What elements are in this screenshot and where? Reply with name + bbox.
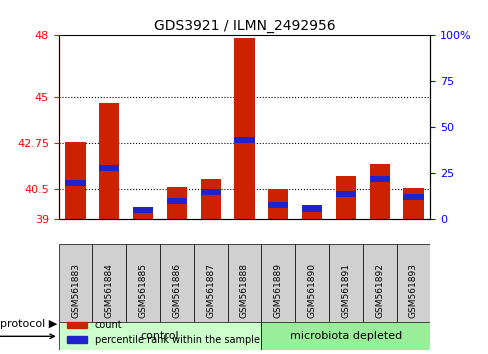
Text: GSM561885: GSM561885 bbox=[139, 263, 147, 318]
Bar bbox=[200, 189, 221, 195]
Bar bbox=[99, 165, 119, 171]
Bar bbox=[133, 212, 153, 219]
Bar bbox=[160, 244, 193, 322]
Text: GSM561893: GSM561893 bbox=[408, 263, 417, 318]
Bar bbox=[261, 244, 295, 322]
Bar bbox=[369, 176, 389, 182]
Bar bbox=[396, 244, 429, 322]
Legend: count, percentile rank within the sample: count, percentile rank within the sample bbox=[63, 316, 263, 349]
Text: control: control bbox=[141, 331, 179, 341]
Text: protocol: protocol bbox=[0, 331, 54, 341]
Bar bbox=[335, 191, 355, 197]
Bar bbox=[92, 244, 126, 322]
Bar bbox=[362, 244, 396, 322]
Bar bbox=[328, 244, 362, 322]
Bar bbox=[99, 103, 119, 219]
Bar bbox=[200, 178, 221, 219]
Bar bbox=[295, 244, 328, 322]
Text: GSM561886: GSM561886 bbox=[172, 263, 181, 318]
Bar bbox=[234, 39, 254, 219]
Bar bbox=[234, 137, 254, 143]
Bar bbox=[335, 176, 355, 219]
Bar bbox=[301, 205, 322, 211]
Text: GSM561892: GSM561892 bbox=[374, 263, 384, 318]
Text: GSM561891: GSM561891 bbox=[341, 263, 349, 318]
Bar bbox=[126, 244, 160, 322]
Bar bbox=[59, 322, 261, 350]
Bar bbox=[133, 207, 153, 213]
Bar bbox=[166, 198, 187, 204]
Bar bbox=[65, 142, 85, 219]
Bar bbox=[403, 194, 423, 200]
Text: GSM561890: GSM561890 bbox=[307, 263, 316, 318]
Text: GSM561887: GSM561887 bbox=[206, 263, 215, 318]
Bar bbox=[267, 189, 288, 219]
Bar bbox=[267, 202, 288, 208]
Text: protocol ▶: protocol ▶ bbox=[0, 319, 57, 329]
Bar bbox=[59, 244, 92, 322]
Bar bbox=[403, 188, 423, 219]
Text: microbiota depleted: microbiota depleted bbox=[289, 331, 401, 341]
Text: GSM561889: GSM561889 bbox=[273, 263, 282, 318]
Text: GSM561883: GSM561883 bbox=[71, 263, 80, 318]
Bar bbox=[227, 244, 261, 322]
Bar bbox=[261, 322, 429, 350]
Bar bbox=[369, 164, 389, 219]
Title: GDS3921 / ILMN_2492956: GDS3921 / ILMN_2492956 bbox=[153, 19, 335, 33]
Bar bbox=[193, 244, 227, 322]
Text: GSM561884: GSM561884 bbox=[104, 263, 114, 318]
Bar bbox=[166, 187, 187, 219]
Text: GSM561888: GSM561888 bbox=[240, 263, 248, 318]
Bar bbox=[65, 179, 85, 186]
Bar bbox=[301, 212, 322, 219]
